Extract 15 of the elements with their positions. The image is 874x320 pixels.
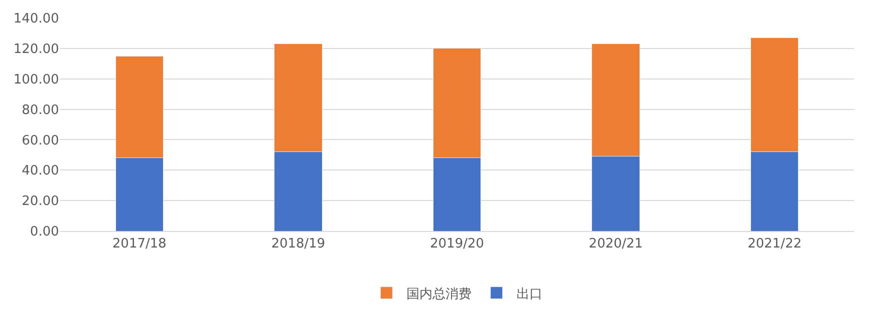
legend-label: 出口 [516, 286, 542, 302]
x-tick-label: 2021/22 [748, 236, 802, 252]
y-tick-label: 100.00 [14, 72, 59, 88]
x-tick-label: 2018/19 [271, 236, 326, 252]
y-tick-label: 80.00 [22, 102, 59, 118]
y-tick-label: 20.00 [22, 194, 59, 210]
y-tick-label: 0.00 [30, 224, 59, 240]
x-tick-label: 2020/21 [588, 236, 643, 252]
y-tick-label: 40.00 [22, 164, 59, 179]
legend-label: 国内总消费 [406, 286, 472, 302]
y-tick-label: 120.00 [14, 42, 59, 57]
y-tick-label: 140.00 [14, 12, 59, 27]
x-tick-label: 2017/18 [112, 236, 166, 252]
y-tick-label: 60.00 [22, 133, 59, 148]
x-tick-label: 2019/20 [430, 236, 484, 252]
